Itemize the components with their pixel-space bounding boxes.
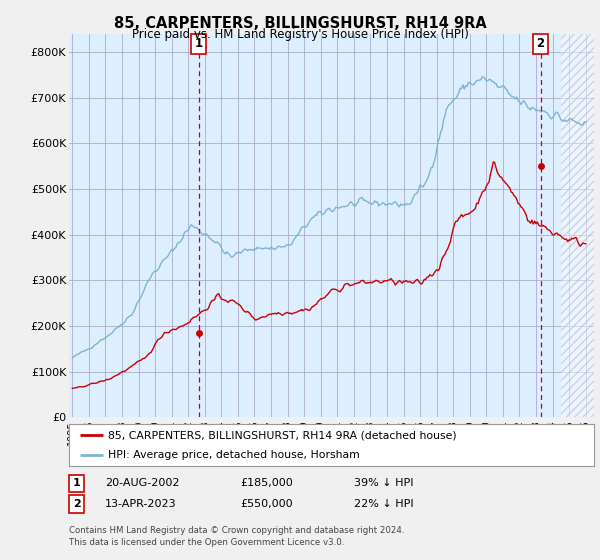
Text: 20-AUG-2002: 20-AUG-2002 [105, 478, 179, 488]
Text: 85, CARPENTERS, BILLINGSHURST, RH14 9RA (detached house): 85, CARPENTERS, BILLINGSHURST, RH14 9RA … [109, 430, 457, 440]
Text: 2: 2 [73, 499, 80, 509]
Text: 39% ↓ HPI: 39% ↓ HPI [354, 478, 413, 488]
Bar [561, 34, 594, 417]
Text: HPI: Average price, detached house, Horsham: HPI: Average price, detached house, Hors… [109, 450, 360, 460]
Text: 13-APR-2023: 13-APR-2023 [105, 499, 176, 509]
Text: 85, CARPENTERS, BILLINGSHURST, RH14 9RA: 85, CARPENTERS, BILLINGSHURST, RH14 9RA [113, 16, 487, 31]
Text: 1: 1 [73, 478, 80, 488]
Text: 2: 2 [536, 38, 545, 50]
Text: £550,000: £550,000 [240, 499, 293, 509]
Text: 22% ↓ HPI: 22% ↓ HPI [354, 499, 413, 509]
Text: 1: 1 [194, 38, 203, 50]
Text: £185,000: £185,000 [240, 478, 293, 488]
Text: Contains HM Land Registry data © Crown copyright and database right 2024.: Contains HM Land Registry data © Crown c… [69, 526, 404, 535]
Text: Price paid vs. HM Land Registry's House Price Index (HPI): Price paid vs. HM Land Registry's House … [131, 28, 469, 41]
Text: This data is licensed under the Open Government Licence v3.0.: This data is licensed under the Open Gov… [69, 538, 344, 547]
